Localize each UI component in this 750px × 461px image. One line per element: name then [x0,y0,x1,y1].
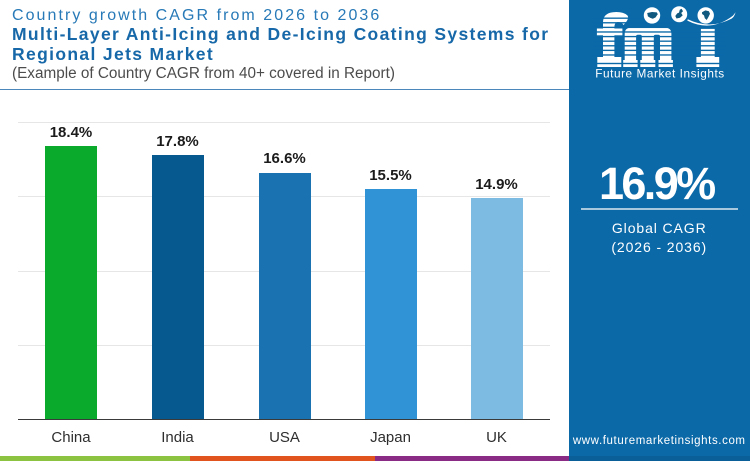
svg-text:Future Market Insights: Future Market Insights [595,66,724,80]
